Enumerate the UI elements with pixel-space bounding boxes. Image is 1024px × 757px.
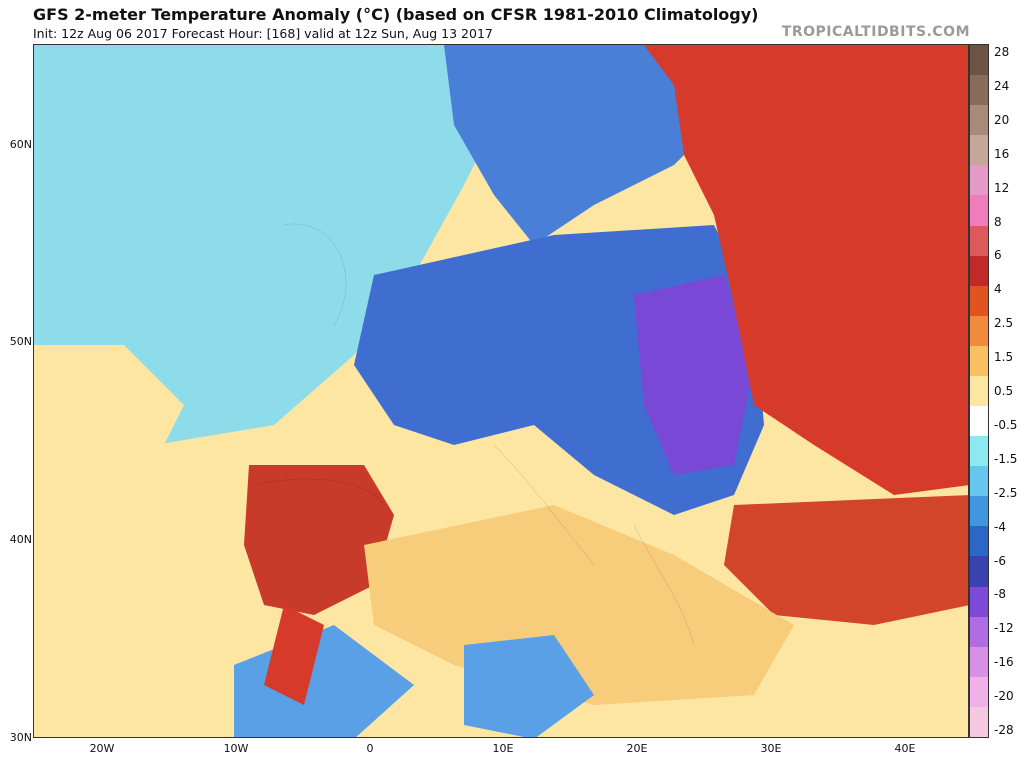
lon-label-0: 0 bbox=[366, 742, 374, 755]
lon-label-20w: 20W bbox=[89, 742, 115, 755]
colorbar-label: 0.5 bbox=[994, 384, 1014, 398]
colorbar-label: -0.5 bbox=[994, 417, 1018, 432]
colorbar-segment bbox=[970, 165, 988, 196]
colorbar-label: 6 bbox=[994, 248, 1002, 263]
colorbar-segment bbox=[970, 676, 988, 708]
colorbar-label: -6 bbox=[994, 553, 1006, 568]
colorbar-segment bbox=[970, 526, 988, 557]
colorbar-segment bbox=[970, 406, 988, 437]
colorbar-segment bbox=[970, 375, 988, 407]
poland-very-cold bbox=[634, 275, 754, 475]
lon-label-30e: 30E bbox=[760, 742, 782, 755]
colorbar-label: -2.5 bbox=[994, 485, 1018, 500]
colorbar-label: 24 bbox=[994, 78, 1010, 93]
colorbar-segment bbox=[970, 496, 988, 527]
colorbar-label: 12 bbox=[994, 180, 1010, 195]
colorbar-label: -1.5 bbox=[994, 451, 1018, 466]
turkey-hot bbox=[724, 495, 968, 625]
colorbar-segment bbox=[970, 225, 988, 257]
lon-label-10w: 10W bbox=[223, 742, 249, 755]
lat-label-60n: 60N bbox=[9, 138, 32, 151]
colorbar-segment bbox=[970, 315, 988, 347]
colorbar-label: -12 bbox=[994, 621, 1014, 636]
chart-subtitle: Init: 12z Aug 06 2017 Forecast Hour: [16… bbox=[33, 26, 493, 41]
colorbar-label: 28 bbox=[994, 45, 1010, 59]
colorbar-segment bbox=[970, 556, 988, 588]
colorbar-segment bbox=[970, 105, 988, 136]
colorbar-segment bbox=[970, 75, 988, 106]
north-africa-warm bbox=[264, 605, 324, 705]
colorbar-segment bbox=[970, 345, 988, 377]
lon-label-40e: 40E bbox=[894, 742, 916, 755]
colorbar-segment bbox=[970, 466, 988, 497]
colorbar bbox=[969, 44, 989, 738]
colorbar-label: -28 bbox=[994, 723, 1014, 737]
colorbar-segment bbox=[970, 195, 988, 226]
atlantic-neutral-patch bbox=[34, 345, 184, 485]
iberia-hot bbox=[244, 465, 394, 615]
lat-label-50n: 50N bbox=[9, 335, 32, 348]
atlantic-cool bbox=[34, 45, 504, 465]
coastline-hints bbox=[253, 223, 695, 646]
colorbar-segment bbox=[970, 255, 988, 287]
anomaly-map bbox=[33, 44, 969, 738]
russia-warm bbox=[644, 45, 968, 495]
colorbar-label: -4 bbox=[994, 519, 1006, 534]
colorbar-segment bbox=[970, 285, 988, 317]
colorbar-segment bbox=[970, 135, 988, 166]
colorbar-label: -16 bbox=[994, 655, 1014, 670]
lat-label-30n: 30N bbox=[9, 731, 32, 744]
colorbar-label: 20 bbox=[994, 112, 1010, 127]
colorbar-segment bbox=[970, 646, 988, 678]
north-africa-cool-2 bbox=[464, 635, 594, 737]
colorbar-label: 8 bbox=[994, 214, 1002, 229]
colorbar-segment bbox=[970, 706, 988, 738]
brand-watermark: TROPICALTIDBITS.COM bbox=[781, 24, 970, 40]
colorbar-label: -8 bbox=[994, 587, 1006, 602]
colorbar-label: 2.5 bbox=[994, 316, 1014, 331]
lon-label-10e: 10E bbox=[492, 742, 514, 755]
colorbar-label: 1.5 bbox=[994, 350, 1014, 365]
colorbar-segment bbox=[970, 616, 988, 648]
lat-label-40n: 40N bbox=[9, 533, 32, 546]
scandinavia-cold bbox=[444, 45, 734, 245]
map-canvas bbox=[34, 45, 968, 737]
chart-title: GFS 2-meter Temperature Anomaly (°C) (ba… bbox=[33, 5, 759, 24]
colorbar-label: 16 bbox=[994, 146, 1010, 161]
colorbar-segment bbox=[970, 586, 988, 618]
lon-label-20e: 20E bbox=[626, 742, 648, 755]
colorbar-segment bbox=[970, 45, 988, 76]
colorbar-segment bbox=[970, 436, 988, 467]
colorbar-label: 4 bbox=[994, 282, 1002, 297]
colorbar-label: -20 bbox=[994, 689, 1014, 704]
